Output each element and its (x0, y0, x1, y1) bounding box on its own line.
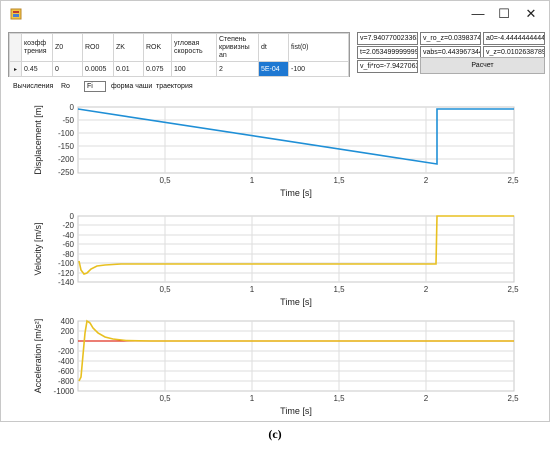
tab-calculations[interactable]: Вычисления (13, 83, 54, 90)
x-tick: 1 (250, 394, 255, 403)
grid-header-friction: коэфф трения (21, 33, 53, 62)
y-tick: -60 (62, 240, 74, 249)
title-bar: — ☐ ✕ (1, 1, 549, 27)
x-tick: 2 (424, 394, 429, 403)
output-a0[interactable]: a0=-4.444444444444 (483, 32, 545, 45)
x-tick: 0,5 (159, 285, 171, 294)
tab-trajectory[interactable]: траектория (156, 83, 193, 90)
grid-cell-ro0[interactable]: 0.0005 (82, 61, 114, 77)
y-tick: 200 (61, 327, 75, 336)
grid-cell-curvature[interactable]: 2 (216, 61, 259, 77)
gridlines (78, 107, 514, 173)
x-tick: 0,5 (159, 394, 171, 403)
y-tick: -1000 (54, 387, 75, 396)
x-tick: 1,5 (333, 285, 345, 294)
x-axis-label: Time [s] (280, 297, 312, 307)
fi-input[interactable]: Fi (84, 81, 106, 92)
grid-cell-fist0[interactable]: -100 (288, 61, 349, 77)
acceleration-series (78, 319, 514, 382)
y-tick: -400 (58, 357, 75, 366)
x-axis-label: Time [s] (280, 406, 312, 416)
grid-header-rok: ROK (143, 33, 172, 62)
y-axis-label: Acceleration [m/s²] (33, 319, 43, 394)
grid-cell-rok[interactable]: 0.075 (143, 61, 172, 77)
parameters-grid[interactable]: коэфф трения Z0 RO0 ZK ROK угловая скоро… (8, 32, 350, 77)
y-axis-label: Velocity [m/s] (33, 222, 43, 275)
tab-ro[interactable]: Ro (61, 83, 70, 90)
grid-header-ro0: RO0 (82, 33, 114, 62)
y-tick: -150 (58, 142, 75, 151)
grid-cell-friction[interactable]: 0.45 (21, 61, 53, 77)
x-axis-label: Time [s] (280, 188, 312, 198)
velocity-chart: 0 -20 -40 -60 -80 -100 -120 -140 0,5 1 1… (33, 212, 519, 307)
plot-area (77, 106, 515, 174)
displacement-series (77, 108, 514, 165)
grid-corner (9, 33, 22, 62)
y-tick: -600 (58, 367, 75, 376)
y-tick: 0 (70, 337, 75, 346)
grid-header-curvature: Степень кривизны an (216, 33, 259, 62)
figure-caption: (c) (268, 427, 282, 441)
x-tick: 1,5 (333, 176, 345, 185)
x-tick: 2 (424, 176, 429, 185)
app-window: — ☐ ✕ коэфф трения Z0 RO0 ZK ROK угловая… (0, 0, 550, 422)
grid-header-z0: Z0 (52, 33, 83, 62)
maximize-button[interactable]: ☐ (498, 6, 510, 21)
velocity-series (78, 215, 514, 275)
y-tick: -140 (58, 278, 75, 287)
close-button[interactable]: ✕ (525, 6, 537, 21)
output-v[interactable]: v=7.940770023363 (357, 32, 418, 45)
y-tick: 0 (70, 212, 75, 221)
y-tick: -120 (58, 269, 75, 278)
y-tick: -100 (58, 129, 75, 138)
x-tick: 2,5 (507, 394, 519, 403)
grid-header-dt: dt (258, 33, 289, 62)
y-tick: -80 (62, 250, 74, 259)
y-tick: -200 (58, 347, 75, 356)
gridlines (78, 216, 514, 282)
acceleration-chart: 400 200 0 -200 -400 -600 -800 -1000 0,5 … (33, 317, 519, 416)
minimize-button[interactable]: — (471, 6, 485, 21)
x-tick: 2,5 (507, 176, 519, 185)
grid-header-zk: ZK (113, 33, 144, 62)
grid-cell-dt[interactable]: 5E-04 (258, 61, 289, 77)
grid-header-fist0: fist(0) (288, 33, 349, 62)
plot-area (77, 320, 515, 392)
y-tick: -20 (62, 221, 74, 230)
y-tick: -50 (62, 116, 74, 125)
y-tick: -250 (58, 168, 75, 177)
output-t[interactable]: t=2.0534999999998 (357, 46, 418, 59)
grid-cell-angular-speed[interactable]: 100 (171, 61, 217, 77)
tab-bowl-shape[interactable]: форма чаши (111, 83, 153, 90)
x-tick: 2 (424, 285, 429, 294)
x-tick: 0,5 (159, 176, 171, 185)
output-v-ro-z[interactable]: v_ro_z=0.03983745 (420, 32, 481, 45)
y-axis-label: Displacement [m] (33, 105, 43, 175)
grid-cell-z0[interactable]: 0 (52, 61, 83, 77)
x-tick: 1,5 (333, 394, 345, 403)
y-tick: 400 (61, 317, 75, 326)
x-tick: 1 (250, 285, 255, 294)
app-icon (10, 8, 22, 20)
y-tick: -40 (62, 231, 74, 240)
grid-cell-zk[interactable]: 0.01 (113, 61, 144, 77)
x-tick: 1 (250, 176, 255, 185)
x-tick: 2,5 (507, 285, 519, 294)
grid-header-angular-speed: угловая скорость (171, 33, 217, 62)
y-tick: -100 (58, 259, 75, 268)
y-tick: 0 (70, 103, 75, 112)
calculate-button[interactable]: Расчет (420, 57, 545, 74)
y-tick: -800 (58, 377, 75, 386)
y-tick: -200 (58, 155, 75, 164)
plot-area (77, 215, 515, 283)
row-selector-icon[interactable]: ▸ (9, 61, 22, 77)
displacement-chart: 0 -50 -100 -150 -200 -250 0,5 1 1,5 2 2,… (33, 103, 519, 198)
output-v-fi-ro[interactable]: v_fi*ro=-7.94270633 (357, 60, 418, 73)
